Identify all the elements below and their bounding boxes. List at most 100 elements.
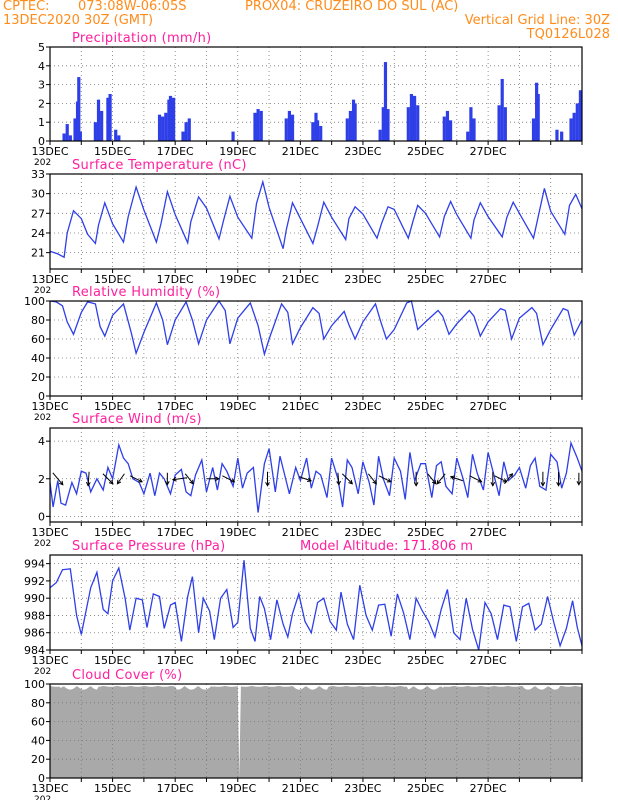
y-tick-label: 990	[24, 592, 45, 605]
wind-arrow-head	[58, 480, 64, 486]
x-tick-label: 27DEC	[470, 400, 507, 413]
wind-arrow-head	[576, 481, 582, 486]
precip-bar	[164, 112, 168, 141]
x-tick-label: 15DEC	[94, 782, 131, 795]
precip-bar	[231, 131, 235, 141]
panel-title: Precipitation (mm/h)	[72, 31, 211, 46]
precip-bar	[93, 122, 97, 141]
precip-bar	[572, 112, 576, 141]
header-coordinates: 073:08W-06:05S	[78, 0, 187, 14]
panel-frame	[49, 300, 583, 397]
panel-frame	[49, 427, 583, 523]
precip-bar	[253, 112, 257, 141]
y-tick-label: 994	[24, 558, 45, 571]
panel-frame	[49, 683, 583, 779]
y-tick-label: 40	[31, 352, 45, 365]
x-tick-label: 15DEC	[94, 654, 131, 667]
wind-arrow	[450, 476, 463, 482]
wind-arrow-head	[436, 479, 442, 485]
y-tick-label: 0	[38, 135, 45, 148]
wind-arrow-head	[556, 482, 561, 487]
wind-arrow	[129, 475, 143, 483]
x-tick-label: 25DEC	[407, 400, 444, 413]
y-tick-label: 20	[31, 753, 45, 766]
x-year-label: 202	[34, 286, 51, 296]
x-tick-label: 25DEC	[407, 654, 444, 667]
precip-bar	[445, 110, 450, 141]
x-tick-label: 15DEC	[94, 273, 131, 286]
precip-bar	[114, 129, 118, 141]
precip-bar	[187, 118, 191, 141]
precip-bar	[106, 97, 110, 141]
panel-frame	[49, 554, 583, 651]
wind-arrow-head	[116, 479, 122, 485]
precip-bar	[256, 109, 260, 141]
y-tick-label: 986	[24, 627, 45, 640]
x-tick-label: 23DEC	[344, 526, 381, 539]
wind-arrow-head	[164, 481, 170, 486]
x-tick-label: 13DEC	[31, 782, 68, 795]
x-year-label: 202	[34, 539, 51, 549]
y-tick-label: 30	[31, 188, 45, 201]
x-year-label: 202	[34, 158, 51, 168]
precip-bar	[259, 110, 263, 141]
wind-arrow-head	[490, 482, 496, 487]
wind-arrow-head	[372, 479, 377, 485]
y-tick-label: 80	[31, 314, 45, 327]
precip-bar	[569, 118, 573, 141]
precip-bar	[531, 118, 536, 141]
y-tick-label: 2	[38, 473, 45, 486]
y-tick-label: 5	[38, 41, 45, 54]
wind-arrow-head	[214, 476, 220, 482]
cloud-cover-area	[50, 685, 582, 778]
wind-arrow	[222, 475, 235, 483]
wind-arrow	[102, 473, 114, 485]
wind-arrow-head	[108, 479, 114, 485]
y-tick-label: 27	[31, 207, 45, 220]
precip-bar	[412, 95, 417, 141]
wind-arrow-head	[86, 481, 91, 487]
precip-bar	[78, 131, 82, 141]
precip-bar	[117, 135, 121, 141]
header-grid-line: Vertical Grid Line: 30Z	[464, 13, 610, 28]
y-tick-label: 0	[38, 390, 45, 403]
precip-bar	[409, 94, 414, 141]
precip-bar	[575, 103, 579, 141]
wind-arrow	[427, 473, 437, 485]
precip-bar	[469, 107, 473, 141]
precip-bar	[161, 116, 165, 141]
x-tick-label: 15DEC	[94, 145, 131, 158]
precip-bar	[184, 122, 188, 141]
x-tick-label: 23DEC	[344, 400, 381, 413]
wind-arrow-head	[171, 476, 177, 482]
wind-arrow-head	[336, 480, 341, 486]
precip-bar	[500, 78, 504, 141]
x-tick-label: 21DEC	[282, 145, 319, 158]
precip-bar	[381, 107, 385, 141]
x-tick-label: 17DEC	[157, 273, 194, 286]
wind-arrow	[341, 473, 353, 485]
series-line	[49, 440, 583, 513]
wind-arrow-head	[265, 482, 270, 487]
precip-bar	[181, 131, 185, 141]
precip-bar	[497, 105, 501, 141]
x-tick-label: 19DEC	[219, 782, 256, 795]
x-tick-label: 23DEC	[344, 273, 381, 286]
x-tick-label: 25DEC	[407, 145, 444, 158]
x-tick-label: 17DEC	[157, 400, 194, 413]
panel-title: Relative Humidity (%)	[72, 285, 220, 300]
x-tick-label: 25DEC	[407, 273, 444, 286]
precip-bar	[406, 107, 410, 141]
y-tick-label: 40	[31, 734, 45, 747]
precip-bar	[319, 125, 323, 141]
x-tick-label: 21DEC	[282, 400, 319, 413]
x-tick-label: 13DEC	[31, 145, 68, 158]
precip-bar	[578, 90, 583, 141]
y-tick-label: 100	[24, 678, 45, 691]
y-tick-label: 20	[31, 371, 45, 384]
y-tick-label: 33	[31, 168, 45, 181]
x-tick-label: 19DEC	[219, 273, 256, 286]
x-year-label: 202	[34, 795, 51, 800]
wind-arrow-head	[540, 482, 546, 487]
